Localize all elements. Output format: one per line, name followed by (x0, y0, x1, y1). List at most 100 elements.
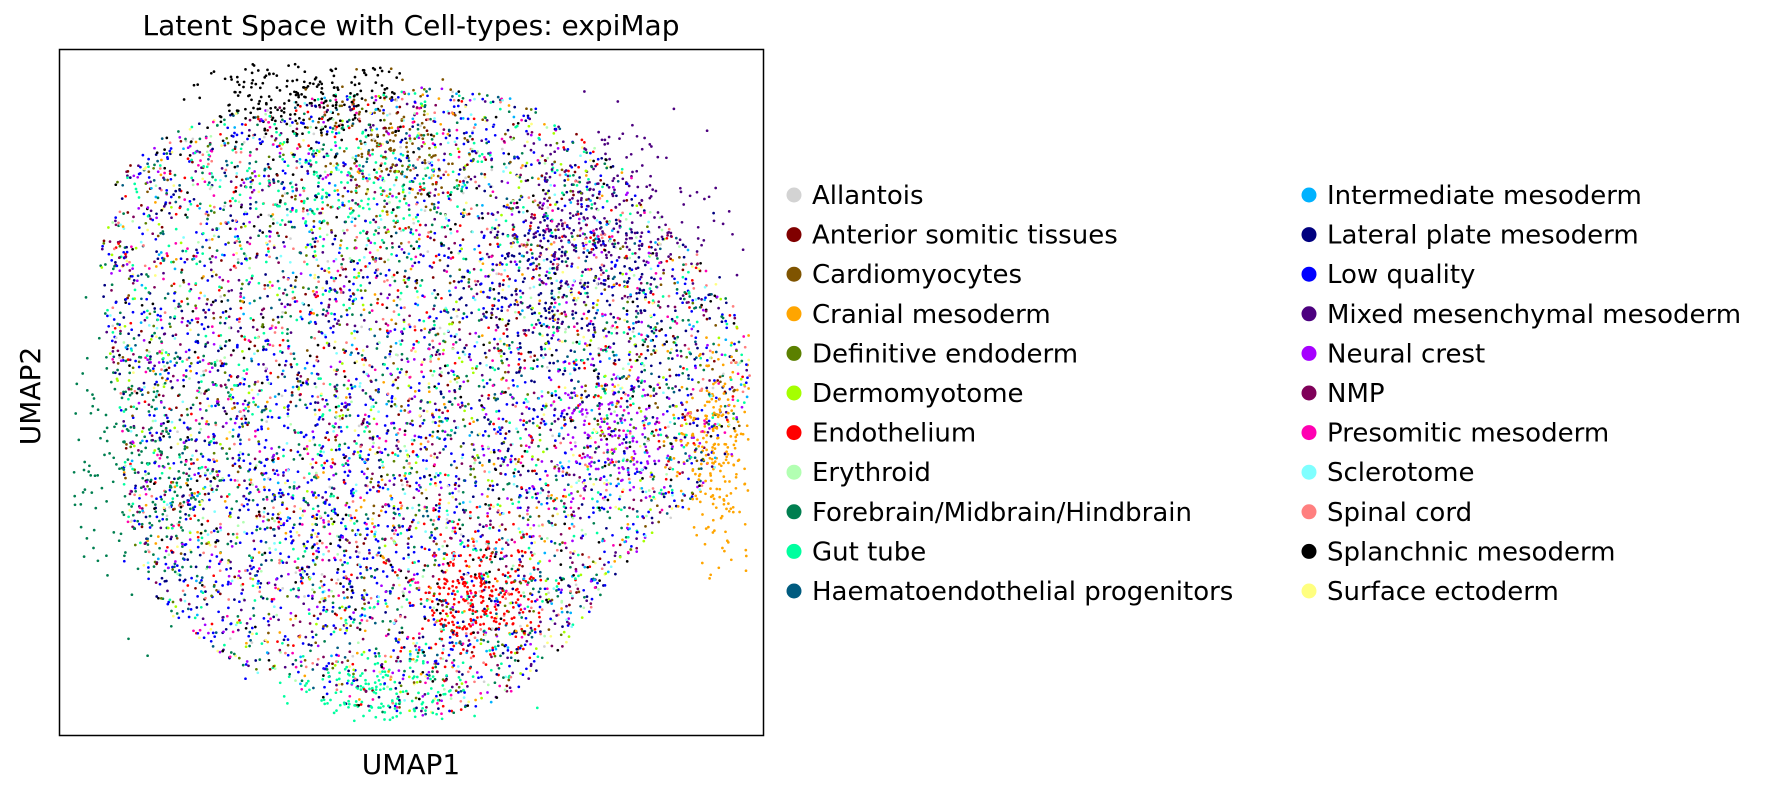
data-point (560, 465, 564, 468)
data-point (129, 429, 133, 433)
data-point (151, 438, 155, 442)
data-point (485, 141, 489, 145)
data-point (655, 252, 658, 255)
data-point (361, 606, 364, 610)
data-point (166, 416, 169, 420)
data-point (336, 396, 340, 400)
data-point (538, 266, 542, 270)
data-point (248, 644, 251, 648)
data-point (233, 131, 236, 135)
data-point (141, 153, 145, 157)
data-point (509, 656, 513, 660)
data-point (415, 587, 419, 590)
data-point (227, 315, 231, 319)
data-point (508, 97, 512, 100)
data-point (321, 188, 325, 192)
data-point (202, 551, 205, 555)
data-point (214, 631, 218, 634)
data-point (649, 475, 652, 479)
data-point (336, 568, 340, 571)
data-point (234, 151, 238, 154)
data-point (219, 528, 223, 532)
data-point (170, 284, 174, 288)
data-point (553, 622, 557, 626)
data-point (603, 288, 607, 291)
data-point (237, 569, 241, 573)
data-point (317, 280, 320, 284)
data-point (539, 345, 543, 349)
data-point (344, 267, 347, 271)
data-point (503, 604, 507, 608)
data-point (690, 279, 694, 282)
data-point (286, 492, 290, 496)
data-point (458, 168, 462, 171)
data-point (401, 590, 405, 594)
data-point (412, 573, 416, 577)
data-point (282, 240, 285, 244)
data-point (606, 510, 610, 514)
data-point (506, 571, 510, 575)
data-point (359, 496, 362, 500)
data-point (173, 426, 177, 430)
data-point (286, 414, 290, 418)
data-point (372, 218, 375, 222)
data-point (423, 475, 426, 479)
data-point (625, 560, 629, 563)
data-point (186, 558, 190, 561)
data-point (492, 448, 496, 452)
data-point (575, 406, 578, 410)
data-point (463, 705, 467, 709)
data-point (580, 285, 584, 289)
data-point (338, 104, 342, 108)
data-point (268, 280, 272, 284)
data-point (206, 325, 210, 329)
data-point (313, 590, 316, 594)
data-point (504, 675, 508, 679)
data-point (415, 112, 419, 115)
data-point (258, 107, 262, 111)
data-point (550, 281, 554, 285)
data-point (311, 635, 315, 639)
data-point (233, 384, 236, 387)
data-point (585, 599, 589, 603)
data-point (242, 504, 246, 508)
data-point (454, 689, 458, 693)
data-point (193, 616, 197, 620)
data-point (498, 601, 502, 604)
data-point (483, 173, 487, 176)
data-point (744, 548, 748, 552)
data-point (419, 284, 422, 287)
data-point (159, 231, 163, 235)
data-point (593, 330, 597, 334)
data-point (681, 301, 684, 305)
data-point (398, 474, 402, 477)
data-point (524, 164, 528, 168)
data-point (302, 138, 305, 142)
data-point (170, 609, 173, 613)
data-point (516, 334, 520, 337)
data-point (233, 126, 237, 129)
data-point (551, 514, 555, 518)
data-point (327, 520, 331, 523)
data-point (374, 220, 378, 224)
data-point (279, 651, 282, 654)
data-point (345, 323, 349, 326)
data-point (209, 209, 213, 213)
data-point (548, 196, 551, 200)
data-point (154, 201, 157, 204)
data-point (469, 358, 473, 362)
data-point (219, 442, 222, 446)
data-point (305, 447, 309, 451)
data-point (426, 661, 429, 664)
data-point (250, 626, 254, 630)
data-point (206, 298, 209, 301)
data-point (609, 165, 613, 169)
data-point (714, 396, 718, 400)
data-point (551, 334, 555, 337)
data-point (311, 430, 315, 433)
data-point (449, 193, 452, 197)
data-point (140, 204, 143, 207)
data-point (293, 62, 297, 66)
data-point (194, 304, 197, 308)
data-point (742, 401, 746, 404)
